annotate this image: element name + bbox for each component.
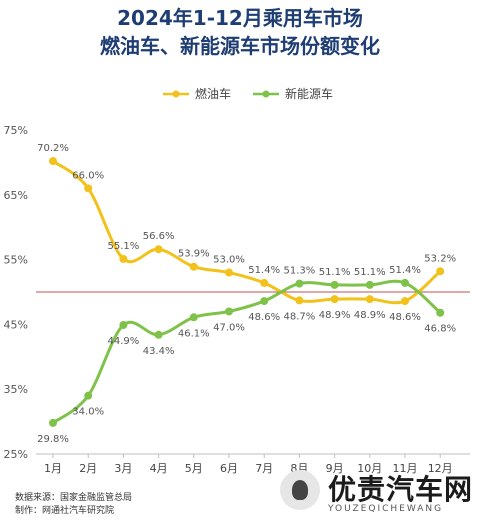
watermark-subtext: YOUZEQICHEWANG <box>328 504 444 514</box>
data-label: 29.8% <box>37 434 69 445</box>
chart-title-line2: 燃油车、新能源车市场份额变化 <box>100 34 380 58</box>
data-point <box>260 278 269 287</box>
data-label: 34.0% <box>72 407 104 418</box>
data-label: 55.1% <box>108 241 140 252</box>
y-tick-label: 35% <box>4 383 28 396</box>
producer-note: 制作：网通社汽车研究院 <box>15 506 115 516</box>
legend-swatch-marker <box>262 90 270 98</box>
data-point <box>225 268 233 277</box>
x-tick-label: 10月 <box>357 462 382 475</box>
x-tick-label: 11月 <box>393 462 418 475</box>
data-point <box>295 296 304 305</box>
data-label: 56.6% <box>143 231 175 242</box>
x-tick-label: 2月 <box>79 462 97 475</box>
y-tick-label: 75% <box>4 124 28 137</box>
data-point <box>84 391 93 400</box>
data-label: 51.4% <box>389 265 421 276</box>
data-point <box>330 295 339 304</box>
data-label: 53.2% <box>424 253 456 264</box>
data-label: 44.9% <box>108 336 140 347</box>
watermark-brand: 优责汽车网 <box>328 473 474 506</box>
data-point <box>84 184 93 193</box>
legend-label: 燃油车 <box>195 86 231 101</box>
chart-title-line1: 2024年1-12月乘用车市场 <box>117 6 363 30</box>
data-label: 66.0% <box>72 170 104 181</box>
data-point <box>295 279 304 288</box>
data-label: 53.9% <box>178 249 210 260</box>
data-label: 48.7% <box>284 311 316 322</box>
data-point <box>119 321 128 330</box>
data-label: 48.6% <box>248 312 280 323</box>
series-line-fuel <box>52 159 442 305</box>
data-point <box>260 297 269 306</box>
y-tick-label: 65% <box>4 189 28 202</box>
data-point <box>119 254 128 263</box>
legend-label: 新能源车 <box>285 86 333 101</box>
data-point <box>154 330 163 339</box>
data-label: 43.4% <box>143 346 175 357</box>
y-tick-label: 45% <box>4 318 28 331</box>
data-source-note: 数据来源：国家金融监管总局 <box>15 493 133 503</box>
series-line-nev <box>52 279 442 425</box>
data-label: 70.2% <box>37 143 69 154</box>
data-point <box>401 297 409 306</box>
x-tick-label: 9月 <box>326 462 344 475</box>
data-point <box>225 307 233 316</box>
data-label: 51.4% <box>248 265 280 276</box>
legend-swatch-marker <box>172 90 180 98</box>
watermark-badge-icon <box>280 470 320 510</box>
data-label: 46.8% <box>424 324 456 335</box>
data-point <box>189 262 198 271</box>
data-label: 48.9% <box>354 310 386 321</box>
data-label: 51.1% <box>354 267 386 278</box>
x-tick-label: 3月 <box>114 462 132 475</box>
watermark-logo: 优责汽车网 YOUZEQICHEWANG <box>280 468 476 518</box>
data-point <box>401 278 409 287</box>
x-tick-label: 5月 <box>185 462 203 475</box>
data-point <box>365 280 374 289</box>
y-tick-label: 55% <box>4 254 28 267</box>
data-label: 48.9% <box>319 310 351 321</box>
data-label: 53.0% <box>213 255 245 266</box>
data-point <box>330 280 339 289</box>
data-label: 51.3% <box>284 266 316 277</box>
data-point <box>436 267 445 276</box>
x-tick-label: 6月 <box>220 462 238 475</box>
data-label: 47.0% <box>213 322 245 333</box>
data-point <box>365 295 374 304</box>
data-point <box>49 418 57 427</box>
x-tick-label: 12月 <box>428 462 453 475</box>
data-point <box>49 157 57 166</box>
x-tick-label: 4月 <box>150 462 168 475</box>
data-label: 51.1% <box>319 267 351 278</box>
x-tick-label: 7月 <box>255 462 273 475</box>
data-point <box>189 313 198 322</box>
y-tick-label: 25% <box>4 448 28 461</box>
data-label: 46.1% <box>178 328 210 339</box>
x-tick-label: 1月 <box>44 462 62 475</box>
data-label: 48.6% <box>389 312 421 323</box>
data-point <box>154 245 163 254</box>
data-point <box>436 308 445 317</box>
